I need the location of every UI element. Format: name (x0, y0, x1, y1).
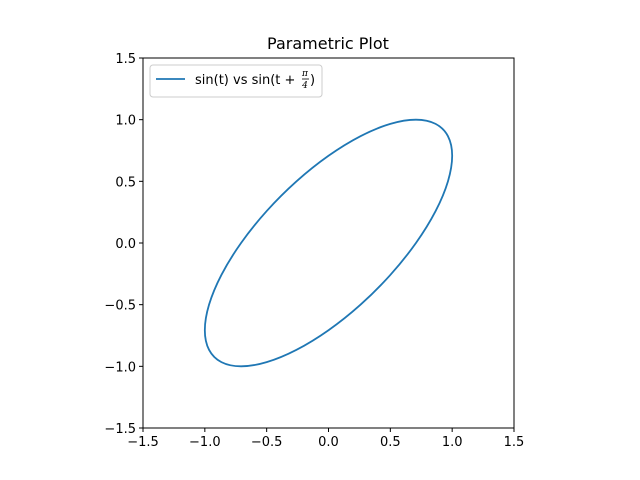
x-tick-label: 1.0 (442, 435, 463, 450)
y-tick-label: −0.5 (104, 299, 136, 314)
legend-label: sin(t) vs sin(t + (195, 73, 295, 88)
y-tick-label: −1.0 (104, 360, 136, 375)
chart-title: Parametric Plot (267, 34, 389, 53)
x-tick-label: 1.5 (504, 435, 525, 450)
y-tick-label: 0.5 (115, 175, 136, 190)
x-tick-label: −1.0 (189, 435, 221, 450)
legend-fraction-numerator: π (301, 69, 309, 79)
x-tick-label: 0.5 (380, 435, 401, 450)
legend-label-main: sin(t) vs sin(t + (195, 73, 295, 88)
legend-fraction-denominator: 4 (301, 81, 308, 91)
series-layer (203, 118, 454, 368)
legend-box (149, 64, 323, 98)
legend: sin(t) vs sin(t + π 4 ) (149, 64, 323, 98)
x-tick-label: 0.0 (318, 435, 339, 450)
legend-label-close: ) (310, 73, 315, 88)
x-axis: −1.5 −1.0 −0.5 0.0 0.5 1.0 1.5 (127, 428, 524, 450)
y-axis: −1.5 −1.0 −0.5 0.0 0.5 1.0 1.5 (104, 52, 143, 437)
y-tick-label: −1.5 (104, 422, 136, 437)
y-tick-label: 0.0 (115, 237, 136, 252)
y-tick-label: 1.0 (115, 114, 136, 129)
y-tick-label: 1.5 (115, 52, 136, 67)
x-tick-label: −1.5 (127, 435, 159, 450)
series-line-0 (203, 118, 454, 368)
x-tick-label: −0.5 (251, 435, 283, 450)
